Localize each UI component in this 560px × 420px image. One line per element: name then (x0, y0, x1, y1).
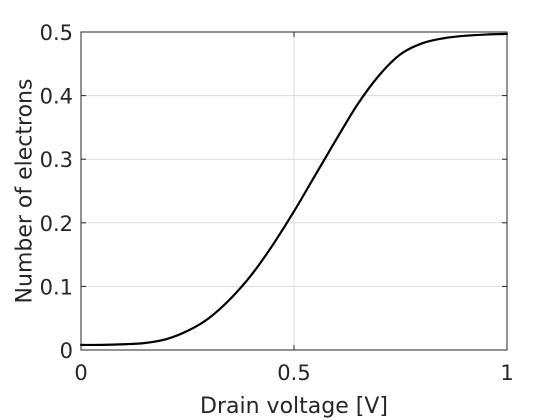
grid (81, 32, 507, 350)
y-tick-label: 0.1 (40, 275, 73, 299)
y-tick-label: 0 (60, 339, 73, 363)
series-layer (79, 32, 509, 347)
series-line-0 (79, 32, 509, 347)
x-axis-label: Drain voltage [V] (200, 394, 388, 419)
x-tick-label: 1 (500, 361, 513, 385)
y-tick-label: 0.5 (40, 21, 73, 45)
x-tick-label: 0 (74, 361, 87, 385)
x-tick-label: 0.5 (277, 361, 310, 385)
y-axis-label: Number of electrons (13, 79, 38, 304)
ticks: 0 0.5 1 0 0.1 0.2 0.3 0.4 0.5 (40, 21, 514, 385)
y-tick-label: 0.3 (40, 148, 73, 172)
y-tick-label: 0.4 (40, 85, 73, 109)
y-tick-label: 0.2 (40, 212, 73, 236)
